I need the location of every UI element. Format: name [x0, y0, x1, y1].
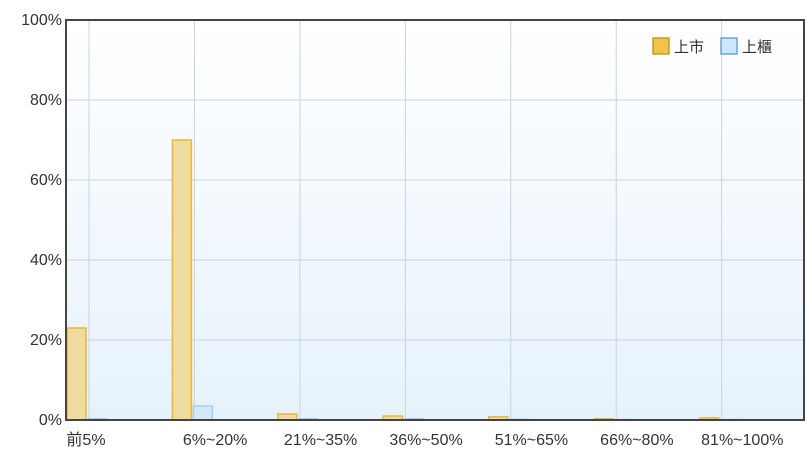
legend-swatch	[652, 37, 670, 55]
x-tick-labels: 前5% 6%~20% 21%~35% 36%~50% 51%~65% 66%~80% 81%…	[66, 431, 783, 449]
x-tick-label: 51%~65%	[495, 432, 568, 449]
legend-swatch	[720, 37, 738, 55]
x-tick-label: 66%~80%	[600, 432, 673, 449]
y-tick-label: 40%	[30, 252, 62, 269]
x-tick-label: 6%~20%	[183, 432, 248, 449]
legend: 上市 上櫃	[652, 37, 772, 56]
y-tick-label: 20%	[30, 332, 62, 349]
axes	[65, 19, 805, 421]
bar-series1	[171, 139, 193, 421]
y-tick-labels: 0% 20% 40% 60% 80% 100%	[21, 12, 62, 429]
y-tick-label: 60%	[30, 172, 62, 189]
y-tick-label: 0%	[39, 412, 62, 429]
plot-border	[65, 19, 805, 421]
bar-series2	[192, 405, 214, 421]
x-tick-label: 81%~100%	[701, 432, 783, 449]
x-tick-label: 21%~35%	[284, 432, 357, 449]
bar-series1	[66, 327, 87, 421]
y-tick-label: 100%	[21, 12, 62, 29]
y-tick-label: 80%	[30, 92, 62, 109]
x-tick-label: 前5%	[66, 431, 105, 449]
legend-label: 上櫃	[742, 39, 772, 56]
x-tick-label: 36%~50%	[389, 432, 462, 449]
legend-label: 上市	[674, 39, 704, 56]
